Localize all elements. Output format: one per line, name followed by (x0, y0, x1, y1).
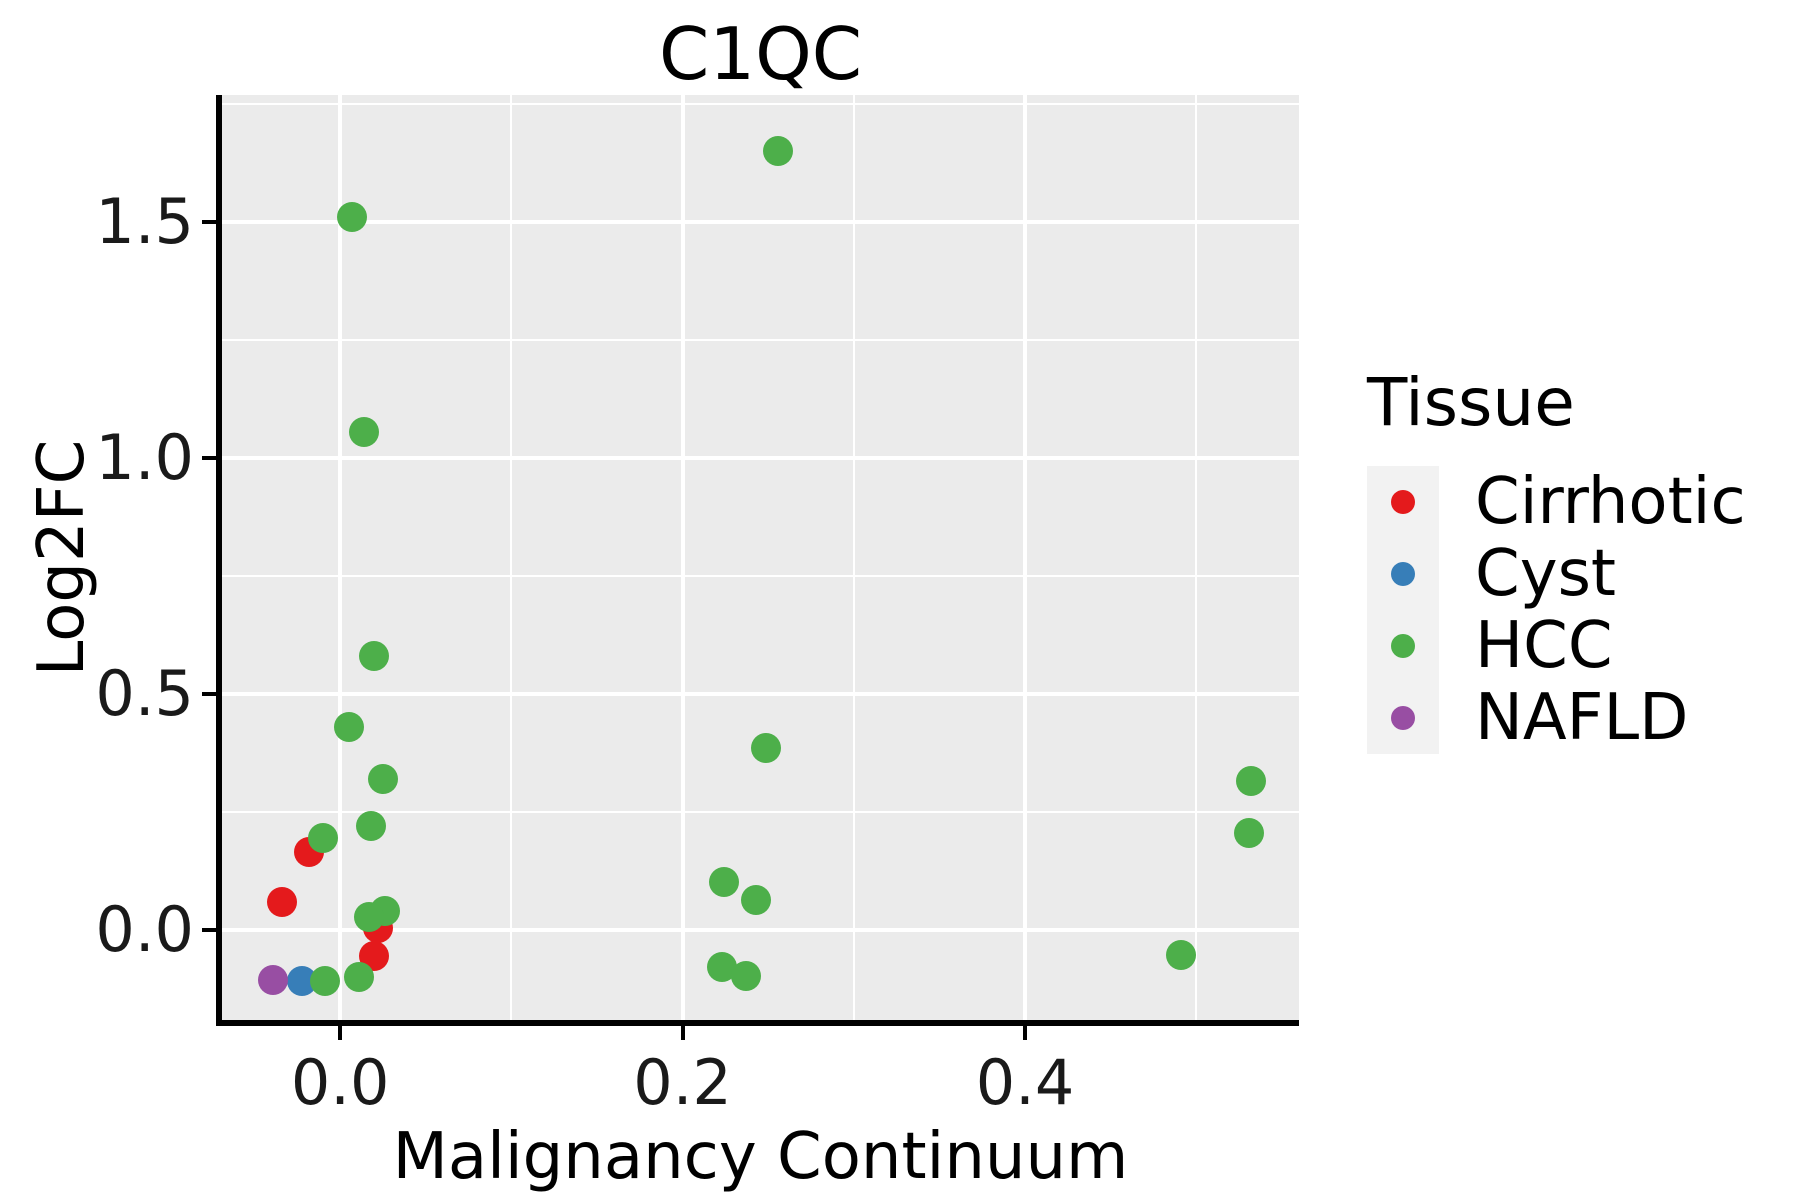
gridline-minor-vertical (1195, 95, 1198, 1020)
data-point-hcc (741, 884, 772, 915)
data-point-hcc (359, 641, 390, 672)
gridline-minor-vertical (510, 95, 513, 1020)
data-point-hcc (763, 136, 794, 167)
data-point-hcc (751, 732, 782, 763)
data-point-hcc (708, 866, 739, 897)
gridline-major-horizontal (222, 691, 1299, 696)
x-tick-label: 0.4 (975, 1046, 1075, 1119)
legend-title: Tissue (1367, 364, 1575, 441)
legend-dot-nafld (1391, 706, 1415, 730)
y-tick (202, 455, 216, 460)
gridline-major-vertical (680, 95, 685, 1020)
legend-dot-cyst (1391, 562, 1415, 586)
data-point-hcc (730, 960, 761, 991)
x-tick (680, 1026, 685, 1040)
y-tick-label: 0.5 (95, 656, 194, 730)
y-tick (202, 927, 216, 932)
data-point-hcc (333, 711, 364, 742)
legend-dot-cirrhotic (1391, 490, 1415, 514)
data-point-hcc (1165, 939, 1196, 970)
y-tick-label: 1.0 (95, 420, 194, 494)
gridline-minor-horizontal (222, 338, 1299, 341)
x-tick (338, 1026, 343, 1040)
data-point-hcc (309, 965, 340, 996)
y-tick-label: 1.5 (95, 184, 194, 258)
plot-panel (222, 95, 1299, 1020)
gridline-major-horizontal (222, 927, 1299, 932)
y-tick-label: 0.0 (95, 892, 194, 966)
y-tick (202, 219, 216, 224)
data-point-hcc (308, 822, 339, 853)
gridline-minor-horizontal (222, 574, 1299, 577)
data-point-hcc (354, 901, 385, 932)
gridline-major-vertical (1023, 95, 1028, 1020)
gridline-minor-horizontal (222, 102, 1299, 105)
gridline-minor-vertical (852, 95, 855, 1020)
data-point-hcc (337, 202, 368, 233)
y-tick (202, 691, 216, 696)
chart-title: C1QC (658, 12, 863, 96)
data-point-hcc (355, 811, 386, 842)
legend-dot-hcc (1391, 634, 1415, 658)
x-axis-line (216, 1020, 1299, 1026)
x-tick-label: 0.2 (633, 1046, 732, 1119)
data-point-nafld (258, 964, 289, 995)
y-axis-title: Log2FC (25, 439, 99, 676)
gridline-minor-horizontal (222, 810, 1299, 813)
legend-item-label: NAFLD (1475, 681, 1689, 755)
data-point-hcc (1234, 818, 1265, 849)
data-point-hcc (1236, 766, 1267, 797)
legend-item-label: HCC (1475, 609, 1613, 683)
gridline-major-vertical (338, 95, 343, 1020)
legend-item-label: Cirrhotic (1475, 465, 1746, 539)
data-point-hcc (343, 962, 374, 993)
x-axis-title: Malignancy Continuum (392, 1120, 1129, 1194)
data-point-cirrhotic (266, 886, 297, 917)
gridline-major-horizontal (222, 455, 1299, 460)
x-tick-label: 0.0 (290, 1046, 390, 1119)
y-axis-line (216, 95, 222, 1026)
data-point-hcc (349, 416, 380, 447)
legend-item-label: Cyst (1475, 537, 1616, 611)
data-point-hcc (367, 763, 398, 794)
gridline-major-horizontal (222, 219, 1299, 224)
x-tick (1023, 1026, 1028, 1040)
